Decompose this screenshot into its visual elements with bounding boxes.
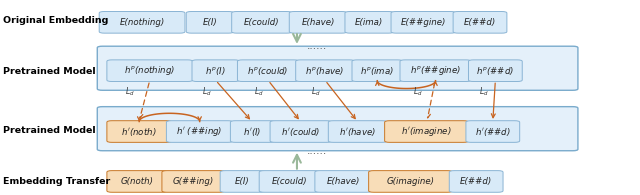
Text: $h'$(##d): $h'$(##d) (475, 126, 511, 137)
Text: E(could): E(could) (244, 18, 280, 27)
Text: E(have): E(have) (326, 177, 360, 186)
FancyBboxPatch shape (107, 171, 167, 192)
Text: $h^p$(##d): $h^p$(##d) (476, 65, 515, 77)
FancyBboxPatch shape (107, 60, 193, 82)
Text: $h^p$(nothing): $h^p$(nothing) (124, 64, 175, 77)
FancyBboxPatch shape (352, 60, 403, 82)
FancyBboxPatch shape (162, 171, 225, 192)
Text: ......: ...... (307, 146, 327, 156)
Text: $h'$(I): $h'$(I) (243, 126, 262, 137)
FancyBboxPatch shape (186, 12, 234, 33)
Text: E(nothing): E(nothing) (120, 18, 164, 27)
FancyBboxPatch shape (97, 107, 578, 151)
Text: G(noth): G(noth) (120, 177, 154, 186)
FancyBboxPatch shape (220, 171, 264, 192)
FancyBboxPatch shape (232, 12, 292, 33)
Text: $h^p$(could): $h^p$(could) (248, 65, 289, 77)
FancyBboxPatch shape (107, 121, 172, 142)
Text: $h^p$(I): $h^p$(I) (205, 65, 226, 77)
FancyBboxPatch shape (345, 12, 394, 33)
Text: G(##ing): G(##ing) (173, 177, 214, 186)
FancyBboxPatch shape (259, 171, 319, 192)
Text: E(##d): E(##d) (460, 177, 492, 186)
FancyBboxPatch shape (468, 60, 522, 82)
Text: E(have): E(have) (301, 18, 335, 27)
Text: $L_d$: $L_d$ (254, 86, 264, 98)
FancyBboxPatch shape (453, 12, 507, 33)
Text: $h^p$(##gine): $h^p$(##gine) (410, 64, 461, 77)
Text: $h'$ (##ing): $h'$ (##ing) (177, 125, 223, 138)
Text: E(I): E(I) (202, 18, 218, 27)
Text: E(ima): E(ima) (355, 18, 383, 27)
FancyBboxPatch shape (385, 121, 468, 142)
FancyBboxPatch shape (296, 60, 355, 82)
FancyBboxPatch shape (315, 171, 372, 192)
FancyBboxPatch shape (192, 60, 239, 82)
Text: G(imagine): G(imagine) (387, 177, 435, 186)
Text: E(could): E(could) (271, 177, 307, 186)
FancyBboxPatch shape (328, 121, 387, 142)
FancyBboxPatch shape (270, 121, 332, 142)
Text: Pretrained Model: Pretrained Model (3, 67, 96, 76)
Text: $h'$(have): $h'$(have) (339, 126, 376, 137)
Text: $h^p$(ima): $h^p$(ima) (360, 65, 394, 77)
FancyBboxPatch shape (289, 12, 347, 33)
FancyBboxPatch shape (391, 12, 456, 33)
FancyBboxPatch shape (166, 121, 233, 142)
FancyBboxPatch shape (369, 171, 452, 192)
Text: $h'$(imagine): $h'$(imagine) (401, 125, 452, 138)
Text: ......: ...... (307, 41, 327, 51)
Text: $L_d$: $L_d$ (479, 86, 488, 98)
Text: E(##gine): E(##gine) (401, 18, 446, 27)
FancyBboxPatch shape (230, 121, 275, 142)
Text: Pretrained Model: Pretrained Model (3, 126, 96, 135)
Text: $h'$(could): $h'$(could) (281, 126, 321, 137)
FancyBboxPatch shape (99, 12, 185, 33)
Text: Embedding Transfer: Embedding Transfer (3, 177, 111, 186)
FancyBboxPatch shape (400, 60, 471, 82)
Text: Original Embedding: Original Embedding (3, 16, 109, 25)
FancyBboxPatch shape (237, 60, 299, 82)
Text: $h^p$(have): $h^p$(have) (305, 65, 345, 77)
Text: E(##d): E(##d) (464, 18, 496, 27)
Text: $L_d$: $L_d$ (202, 86, 211, 98)
FancyBboxPatch shape (466, 121, 520, 142)
Text: E(I): E(I) (235, 177, 250, 186)
Text: $L_d$: $L_d$ (125, 86, 134, 98)
Text: $L_d$: $L_d$ (413, 86, 422, 98)
FancyBboxPatch shape (97, 46, 578, 90)
Text: $h'$(noth): $h'$(noth) (122, 126, 157, 137)
Text: $L_d$: $L_d$ (311, 86, 321, 98)
FancyBboxPatch shape (449, 171, 503, 192)
